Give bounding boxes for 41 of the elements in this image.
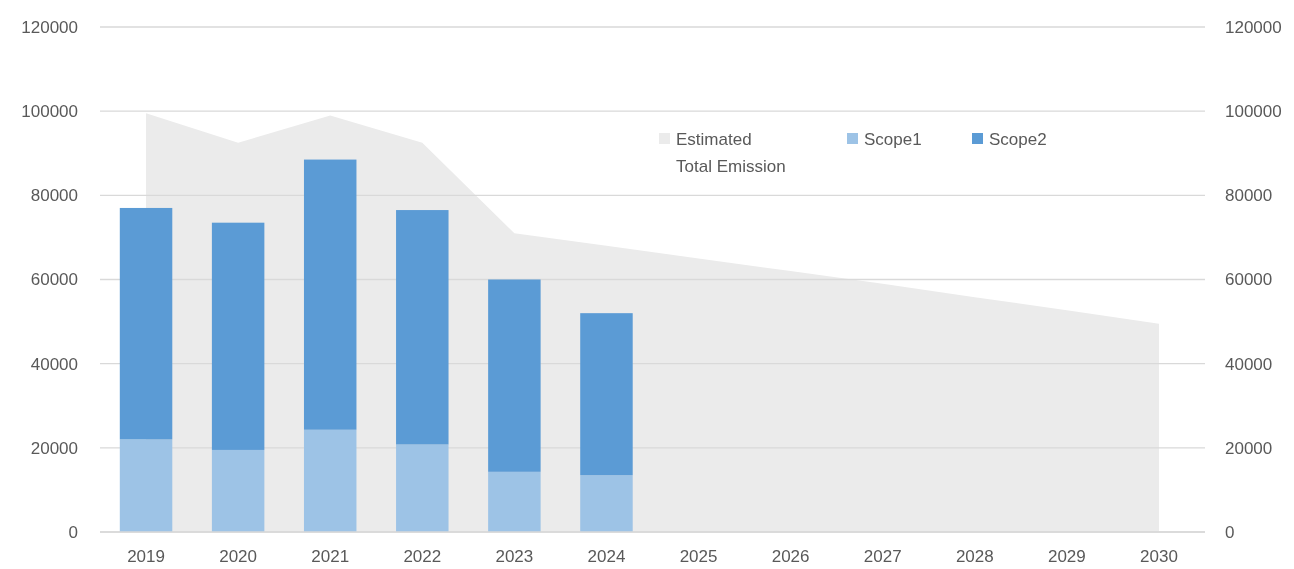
y2-tick-label: 100000 bbox=[1225, 102, 1282, 122]
bar bbox=[303, 429, 357, 532]
bar bbox=[580, 313, 633, 476]
bar bbox=[119, 439, 173, 532]
y-tick-label: 60000 bbox=[30, 270, 78, 290]
y2-tick-label: 40000 bbox=[1225, 354, 1273, 374]
x-tick-label: 2030 bbox=[1140, 547, 1178, 566]
x-tick-label: 2021 bbox=[311, 547, 350, 566]
x-tick-label: 2022 bbox=[403, 547, 442, 566]
y-tick-label: 100000 bbox=[21, 102, 78, 122]
x-tick-label: 2028 bbox=[955, 547, 994, 566]
x-tick-label: 2019 bbox=[127, 547, 165, 566]
legend-label: Scope2 bbox=[989, 129, 1047, 149]
y-tick-label: 120000 bbox=[21, 17, 78, 37]
y2-tick-label: 120000 bbox=[1225, 17, 1282, 37]
y-tick-label: 0 bbox=[68, 522, 78, 542]
y2-tick-label: 0 bbox=[1225, 522, 1235, 542]
x-tick-label: 2025 bbox=[679, 547, 718, 566]
y2-tick-label: 80000 bbox=[1225, 186, 1273, 206]
x-tick-label: 2023 bbox=[495, 547, 534, 566]
y-tick-label: 80000 bbox=[30, 186, 78, 206]
bar bbox=[396, 210, 449, 445]
x-tick-label: 2027 bbox=[863, 547, 902, 566]
bar bbox=[488, 471, 541, 532]
bar bbox=[580, 475, 633, 532]
x-tick-label: 2024 bbox=[587, 547, 626, 566]
y-tick-label: 20000 bbox=[30, 438, 78, 458]
legend-label: Estimated Total Emission bbox=[676, 129, 786, 177]
bar bbox=[211, 222, 265, 450]
bar bbox=[119, 207, 173, 440]
y-tick-label: 40000 bbox=[30, 354, 78, 374]
bar bbox=[488, 279, 541, 472]
x-tick-label: 2020 bbox=[219, 547, 258, 566]
y2-tick-label: 20000 bbox=[1225, 438, 1273, 458]
legend-label: Scope1 bbox=[864, 129, 922, 149]
x-tick-label: 2026 bbox=[771, 547, 810, 566]
bar bbox=[303, 159, 357, 430]
x-tick-label: 2029 bbox=[1047, 547, 1086, 566]
y2-tick-label: 60000 bbox=[1225, 270, 1273, 290]
bar bbox=[211, 449, 265, 532]
bar bbox=[396, 444, 449, 532]
